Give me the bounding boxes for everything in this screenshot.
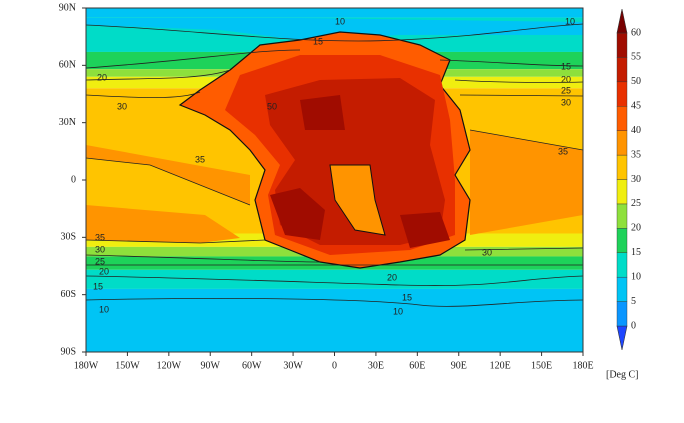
- colorbar-unit: [Deg C]: [606, 369, 639, 380]
- colorbar-tick-label: 55: [631, 52, 641, 63]
- colorbar-tick-label: 40: [631, 125, 641, 136]
- x-tick-label: 30E: [368, 360, 384, 371]
- y-tick-label: 90S: [60, 346, 76, 357]
- colorbar-segment: [616, 179, 628, 205]
- colorbar-tick-label: 35: [631, 149, 641, 160]
- warm-region: [86, 205, 240, 243]
- contour-line: [86, 49, 583, 69]
- temperature-band: [86, 269, 583, 289]
- colorbar-tick-label: 30: [631, 174, 641, 185]
- colorbar-segment: [616, 57, 628, 83]
- colorbar-tick-label: 10: [631, 271, 641, 282]
- contour-label: 25: [561, 85, 571, 95]
- y-tick-label: 60S: [60, 289, 76, 300]
- contour-line: [86, 297, 583, 307]
- continent-hottest: [270, 188, 325, 240]
- x-tick-label: 30W: [283, 360, 303, 371]
- x-tick-label: 90W: [201, 360, 221, 371]
- contour-label: 10: [335, 16, 345, 26]
- x-tick-label: 120W: [157, 360, 182, 371]
- map-area: [86, 8, 583, 352]
- contour-line: [86, 157, 251, 206]
- continent-hottest: [300, 95, 345, 130]
- contour-label: 15: [402, 292, 412, 302]
- colorbar-tick-label: 60: [631, 27, 641, 38]
- colorbar-segment: [616, 32, 628, 58]
- x-tick-label: 0: [332, 360, 337, 371]
- contour-label: 50: [267, 101, 277, 111]
- x-tick-label: 150W: [115, 360, 140, 371]
- contour-line: [86, 247, 583, 263]
- contour-line: [86, 23, 583, 42]
- cool-region: [86, 295, 583, 312]
- colorbar-tick-label: 50: [631, 76, 641, 87]
- temperature-band: [86, 8, 583, 18]
- contour-label: 20: [387, 272, 397, 282]
- contour-label: 25: [95, 256, 105, 266]
- contour-line: [86, 239, 266, 244]
- y-tick-label: 0: [71, 174, 76, 185]
- colorbar-tick-label: 25: [631, 198, 641, 209]
- contour-line: [86, 69, 583, 83]
- colorbar-tick-label: 20: [631, 223, 641, 234]
- colorbar-segment: [616, 252, 628, 278]
- x-tick-label: 60E: [409, 360, 425, 371]
- colorbar-tick-label: 0: [631, 320, 636, 331]
- contour-label: 10: [393, 306, 403, 316]
- contour-label: 20: [97, 72, 107, 82]
- colorbar-segment: [616, 203, 628, 229]
- colorbar-segment: [616, 154, 628, 180]
- warm-region: [86, 145, 250, 205]
- contour-label: 15: [561, 61, 571, 71]
- inland-sea: [329, 164, 386, 236]
- colorbar-segment: [616, 301, 628, 327]
- colorbar-segment: [616, 130, 628, 156]
- contour-label: 30: [117, 101, 127, 111]
- continent-hottest: [400, 212, 450, 248]
- colorbar-tick-label: 15: [631, 247, 641, 258]
- contour-label: 10: [565, 16, 575, 26]
- colorbar-segment: [616, 81, 628, 107]
- colorbar-segment: [616, 106, 628, 131]
- y-tick-label: 90N: [59, 2, 76, 13]
- x-tick-label: 60W: [242, 360, 262, 371]
- x-tick-label: 180W: [74, 360, 99, 371]
- contour-label: 15: [93, 281, 103, 291]
- y-tick-label: 30S: [60, 232, 76, 243]
- colorbar-segment: [616, 276, 628, 302]
- y-tick-label: 30N: [59, 117, 76, 128]
- contour-label: 30: [482, 247, 492, 257]
- contour-label: 15: [313, 36, 323, 46]
- contour-line: [469, 129, 583, 151]
- x-tick-label: 120E: [490, 360, 511, 371]
- contour-label: 35: [195, 154, 205, 164]
- contour-label: 30: [561, 97, 571, 107]
- contour-label: 10: [99, 304, 109, 314]
- colorbar-tick-label: 45: [631, 101, 641, 112]
- x-tick-label: 180E: [572, 360, 593, 371]
- colorbar-arrow-low: [616, 325, 628, 351]
- x-tick-label: 90E: [451, 360, 467, 371]
- contour-label: 20: [561, 74, 571, 84]
- colorbar-segment: [616, 228, 628, 253]
- cool-region: [86, 18, 583, 40]
- colorbar-tick-label: 5: [631, 296, 636, 307]
- warm-region: [470, 130, 583, 235]
- contour-label: 35: [558, 146, 568, 156]
- x-tick-label: 150E: [531, 360, 552, 371]
- contour-label: 30: [95, 244, 105, 254]
- contour-label: 35: [95, 232, 105, 242]
- contour-line: [86, 91, 583, 99]
- colorbar-arrow-high: [616, 8, 628, 34]
- y-tick-label: 60N: [59, 60, 76, 71]
- contour-line: [86, 275, 583, 286]
- contour-label: 20: [99, 266, 109, 276]
